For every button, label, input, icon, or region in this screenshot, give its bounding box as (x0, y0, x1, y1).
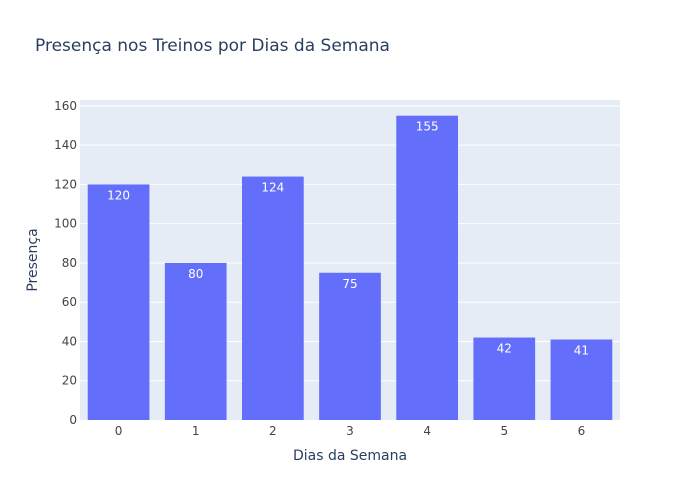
y-tick-label: 20 (62, 374, 77, 388)
bar (396, 115, 458, 421)
x-tick-label: 5 (500, 424, 508, 438)
y-tick-label: 60 (62, 295, 77, 309)
x-tick-label: 3 (346, 424, 354, 438)
bar-value-label: 155 (416, 120, 439, 134)
x-tick-label: 0 (115, 424, 123, 438)
bars (87, 115, 613, 421)
x-axis-title: Dias da Semana (293, 448, 407, 464)
y-tick-label: 160 (54, 99, 77, 113)
bar-value-label: 75 (342, 277, 357, 291)
x-tick-label: 2 (269, 424, 277, 438)
y-tick-label: 120 (54, 177, 77, 191)
bar (319, 272, 381, 420)
y-tick-label: 100 (54, 217, 77, 231)
x-axis-ticks: 0 1 2 3 4 5 6 (115, 424, 585, 438)
x-tick-label: 6 (578, 424, 586, 438)
y-tick-label: 40 (62, 334, 77, 348)
y-tick-label: 140 (54, 138, 77, 152)
y-tick-label: 0 (69, 413, 77, 427)
bar-value-label: 42 (497, 342, 512, 356)
bar-value-label: 80 (188, 267, 203, 281)
bar (164, 262, 227, 420)
bar-value-label: 41 (574, 344, 589, 358)
data-labels: 120 80 124 75 155 42 41 (107, 120, 589, 358)
y-axis-ticks: 0 20 40 60 80 100 120 140 160 (54, 99, 77, 427)
bar (473, 337, 536, 420)
bar-value-label: 124 (261, 181, 284, 195)
bar-value-label: 120 (107, 188, 130, 202)
y-tick-label: 80 (62, 256, 77, 270)
bar (242, 176, 304, 420)
chart-title: Presença nos Treinos por Dias da Semana (35, 36, 390, 56)
bar (550, 339, 613, 420)
x-tick-label: 4 (423, 424, 431, 438)
x-tick-label: 1 (192, 424, 200, 438)
bar (87, 184, 150, 420)
y-axis-title: Presença (25, 228, 41, 291)
